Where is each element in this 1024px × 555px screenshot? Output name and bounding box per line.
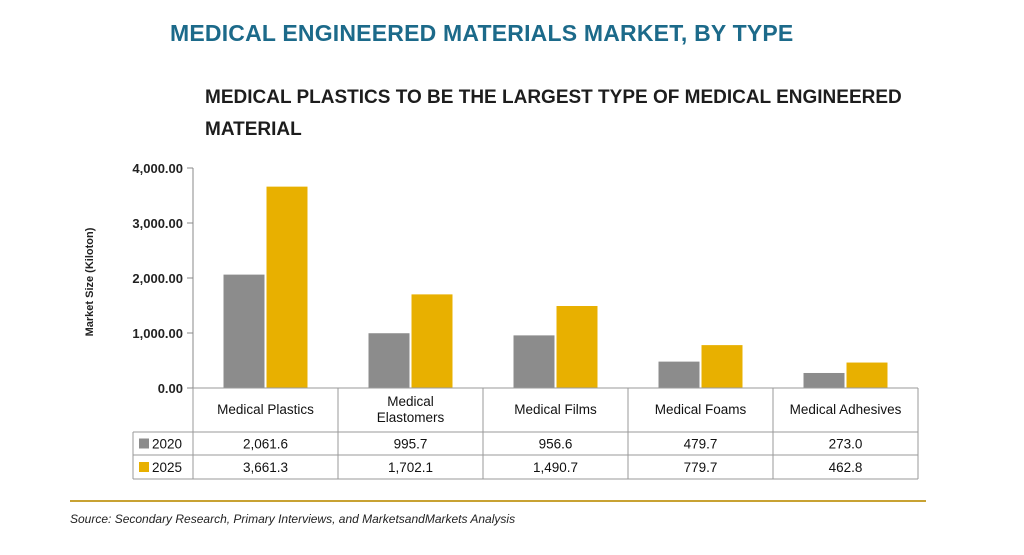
y-tick-label: 3,000.00 <box>132 216 183 231</box>
category-label: Medical Plastics <box>217 402 314 417</box>
chart-title: MEDICAL PLASTICS TO BE THE LARGEST TYPE … <box>205 87 902 140</box>
bar-2020-1 <box>368 333 410 388</box>
legend-swatch-2025 <box>139 462 149 472</box>
category-label: Medical Foams <box>655 402 747 417</box>
legend-label-2025: 2025 <box>152 460 182 475</box>
data-label-2020-3: 479.7 <box>684 437 718 452</box>
data-label-2025-0: 3,661.3 <box>243 460 288 475</box>
bar-chart: 4,000.00 3,000.00 2,000.00 1,000.00 0.00 Medi… <box>132 161 919 480</box>
bar-2025-1 <box>411 294 453 388</box>
legend-label-2020: 2020 <box>152 437 182 452</box>
banner-title: MEDICAL ENGINEERED MATERIALS MARKET, BY … <box>170 20 794 46</box>
bar-2020-3 <box>658 361 700 388</box>
y-tick-label: 2,000.00 <box>132 271 183 286</box>
bar-2025-4 <box>846 362 888 388</box>
y-tick-label: 1,000.00 <box>132 326 183 341</box>
category-label: Medical Adhesives <box>790 402 902 417</box>
bar-2025-0 <box>266 186 308 388</box>
bar-2020-4 <box>803 372 845 388</box>
data-label-2025-4: 462.8 <box>829 460 863 475</box>
bar-2020-0 <box>223 274 265 388</box>
data-label-2025-1: 1,702.1 <box>388 460 433 475</box>
data-label-2020-4: 273.0 <box>829 437 863 452</box>
bar-2025-2 <box>556 306 598 388</box>
y-tick-label: 0.00 <box>158 381 183 396</box>
legend-swatch-2020 <box>139 438 149 449</box>
category-label: Medical Films <box>514 402 597 417</box>
data-label-2020-2: 956.6 <box>539 437 573 452</box>
data-label-2025-3: 779.7 <box>684 460 718 475</box>
data-label-2020-0: 2,061.6 <box>243 437 288 452</box>
bar-2020-2 <box>513 335 555 388</box>
footer-rule <box>70 500 926 502</box>
bar-2025-3 <box>701 345 743 388</box>
category-label: Medical Elastomers <box>377 394 445 425</box>
y-tick-label: 4,000.00 <box>132 161 183 176</box>
data-label-2025-2: 1,490.7 <box>533 460 578 475</box>
data-label-2020-1: 995.7 <box>394 437 428 452</box>
source-note: Source: Secondary Research, Primary Inte… <box>70 512 516 526</box>
